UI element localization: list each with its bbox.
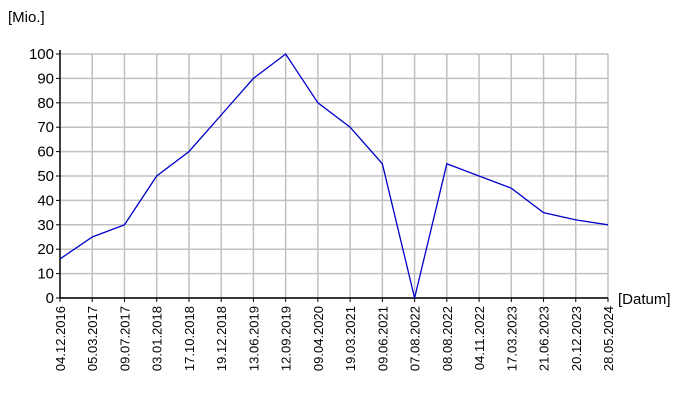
x-tick-label: 17.03.2023 (504, 306, 519, 371)
data-line (59, 53, 609, 299)
x-tick-label: 03.01.2018 (150, 306, 165, 371)
y-tick-label: 30 (37, 217, 54, 234)
y-tick-label: 100 (29, 46, 54, 63)
y-axis-label: [Mio.] (8, 9, 45, 26)
x-tick-label: 28.05.2024 (601, 306, 616, 371)
x-tick-label: 04.11.2022 (472, 306, 487, 370)
y-tick-label: 80 (37, 95, 54, 112)
x-tick-label: 07.08.2022 (408, 306, 423, 371)
x-tick-label: 08.08.2022 (440, 306, 455, 371)
y-tick-label: 70 (37, 119, 54, 136)
y-tick-label: 10 (37, 266, 54, 283)
x-tick-label: 12.09.2019 (279, 306, 294, 371)
x-tick-label: 04.12.2016 (53, 306, 68, 371)
y-tick-label: 60 (37, 144, 54, 161)
x-tick-label: 20.12.2023 (569, 306, 584, 371)
x-tick-label: 13.06.2019 (246, 306, 261, 371)
y-tick-label: 40 (37, 192, 54, 209)
x-tick-label: 09.04.2020 (311, 306, 326, 371)
x-tick-label: 19.12.2018 (214, 306, 229, 371)
x-tick-label: 09.06.2021 (375, 306, 390, 371)
x-tick-label: 19.03.2021 (343, 306, 358, 371)
x-tick-label: 05.03.2017 (85, 306, 100, 371)
x-tick-label: 21.06.2023 (537, 306, 552, 371)
y-tick-label: 50 (37, 168, 54, 185)
x-tick-label: 17.10.2018 (182, 306, 197, 371)
y-tick-label: 20 (37, 241, 54, 258)
x-axis-label: [Datum] (618, 291, 671, 308)
y-tick-label: 90 (37, 70, 54, 87)
y-tick-label: 0 (46, 290, 54, 307)
x-tick-label: 09.07.2017 (117, 306, 132, 371)
